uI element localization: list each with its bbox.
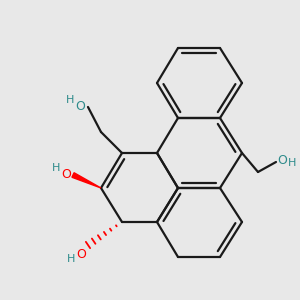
Text: H: H bbox=[52, 163, 60, 173]
Text: O: O bbox=[61, 167, 71, 181]
Text: H: H bbox=[66, 95, 74, 105]
Text: O: O bbox=[75, 100, 85, 112]
Text: H: H bbox=[67, 254, 75, 264]
Text: O: O bbox=[76, 248, 86, 261]
Text: H: H bbox=[288, 158, 296, 168]
Text: O: O bbox=[277, 154, 287, 167]
Polygon shape bbox=[72, 173, 101, 188]
